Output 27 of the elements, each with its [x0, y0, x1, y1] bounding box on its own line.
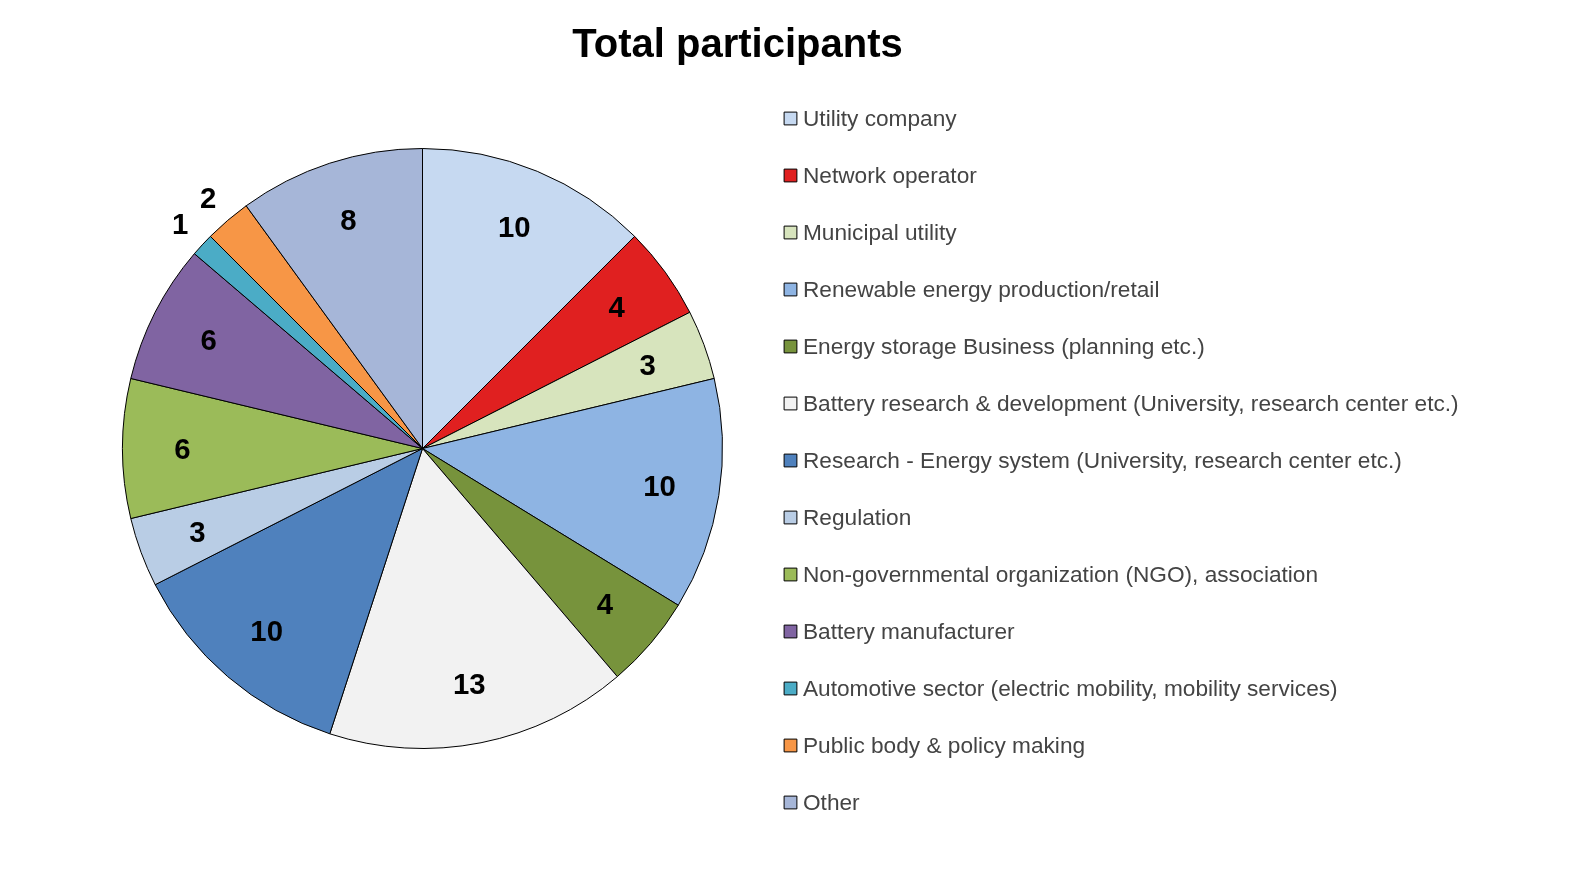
data-label: 6: [174, 431, 191, 465]
data-label: 4: [608, 290, 626, 324]
legend-label: Automotive sector (electric mobility, mobility services): [803, 673, 1338, 703]
data-label: 10: [643, 469, 676, 503]
legend-label: Utility company: [803, 103, 957, 133]
legend-label: Research - Energy system (University, research center etc.): [803, 445, 1402, 475]
data-label: 8: [340, 203, 357, 237]
legend-label: Regulation: [803, 502, 912, 532]
legend-label: Non-governmental organization (NGO), association: [803, 559, 1319, 589]
data-label: 4: [596, 587, 614, 621]
legend-label: Municipal utility: [803, 217, 957, 247]
chart-title: Total participants: [572, 20, 903, 65]
data-label: 13: [453, 666, 486, 700]
legend-label: Energy storage Business (planning etc.): [803, 331, 1205, 361]
data-label: 6: [200, 322, 217, 356]
data-label: 2: [200, 180, 217, 214]
data-label: 10: [498, 209, 531, 243]
legend-label: Public body & policy making: [803, 730, 1086, 760]
legend-label: Network operator: [803, 160, 977, 190]
data-label: 1: [172, 207, 189, 241]
legend-label: Other: [803, 787, 860, 817]
data-label: 10: [250, 614, 283, 647]
data-label: 3: [639, 348, 656, 382]
data-label: 3: [189, 514, 206, 548]
legend-label: Battery manufacturer: [803, 616, 1015, 646]
legend-label: Battery research & development (University, research center etc.): [803, 388, 1459, 418]
legend-label: Renewable energy production/retail: [803, 274, 1160, 304]
